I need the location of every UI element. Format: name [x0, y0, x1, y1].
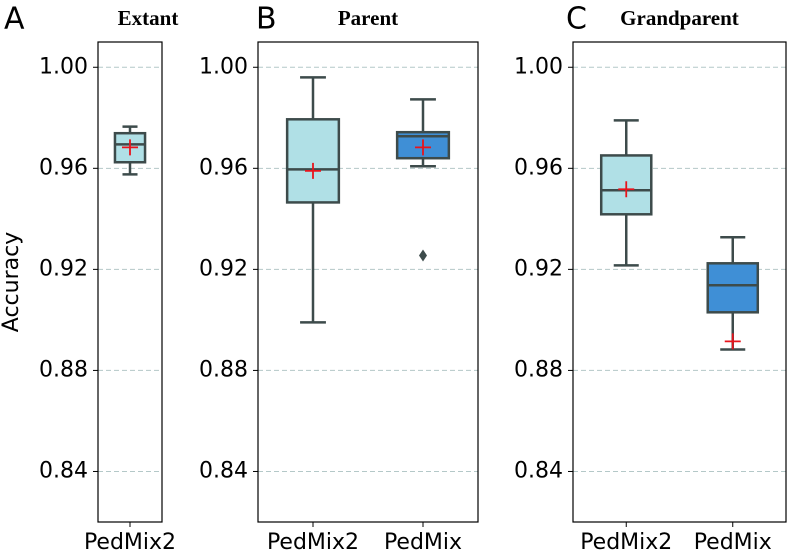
panel-label: A — [4, 2, 25, 37]
chart-title: Extant — [118, 6, 179, 30]
mean — [305, 162, 321, 179]
plot-frame — [97, 41, 163, 523]
chart-title: Grandparent — [620, 6, 739, 30]
y-tick-label: 0.92 — [39, 256, 88, 281]
y-tick-label: 0.88 — [39, 357, 88, 382]
plot-frame — [257, 41, 479, 523]
y-tick-label: 0.92 — [199, 256, 248, 281]
plot-frame — [572, 41, 787, 523]
panel-label: C — [566, 2, 587, 37]
y-tick-label: 0.96 — [39, 155, 88, 180]
y-tick-label: 0.88 — [199, 357, 248, 382]
y-axis-label: Accuracy — [0, 232, 24, 332]
x-tick-label: PedMix — [384, 530, 462, 554]
y-tick-label: 0.84 — [39, 458, 88, 483]
x-tick-label: PedMix — [694, 530, 772, 554]
y-tick-label: 0.96 — [199, 155, 248, 180]
box — [285, 118, 341, 204]
y-tick-label: 1.00 — [199, 54, 248, 79]
mean — [724, 333, 741, 350]
y-tick-label: 0.92 — [514, 256, 563, 281]
chart-title: Parent — [338, 6, 398, 30]
mean — [618, 181, 635, 198]
outlier — [419, 249, 427, 262]
x-tick-label: PedMix2 — [267, 530, 359, 554]
y-tick-label: 0.84 — [514, 458, 563, 483]
y-tick-label: 0.96 — [514, 155, 563, 180]
y-tick-label: 1.00 — [39, 54, 88, 79]
panel-label: B — [256, 2, 277, 37]
y-tick-label: 0.84 — [199, 458, 248, 483]
x-tick-label: PedMix2 — [84, 530, 176, 554]
x-tick-label: PedMix2 — [580, 530, 672, 554]
mean — [122, 139, 138, 156]
y-tick-label: 0.88 — [514, 357, 563, 382]
mean — [415, 139, 431, 156]
y-tick-label: 1.00 — [514, 54, 563, 79]
box — [706, 262, 760, 314]
